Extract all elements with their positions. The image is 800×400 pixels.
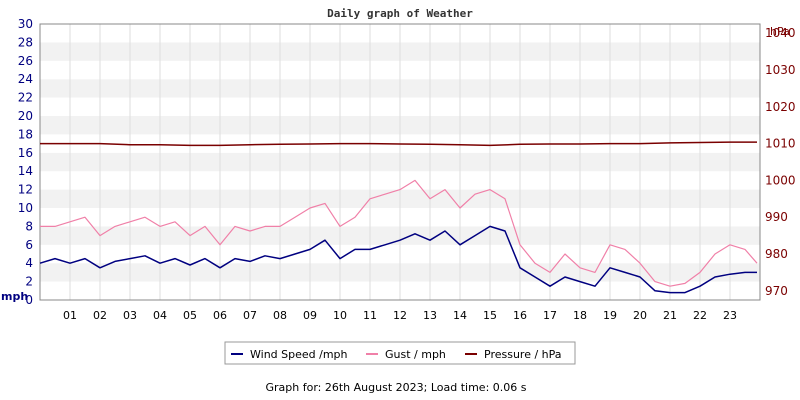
- left-tick-label: 2: [25, 275, 33, 289]
- x-tick-label: 07: [243, 309, 257, 322]
- x-tick-label: 17: [543, 309, 557, 322]
- left-tick-label: 12: [18, 183, 33, 197]
- left-tick-label: 18: [18, 127, 33, 141]
- left-tick-label: 14: [18, 164, 33, 178]
- x-tick-label: 15: [483, 309, 497, 322]
- vertical-gridlines: [69, 24, 731, 300]
- left-tick-label: 26: [18, 54, 33, 68]
- x-tick-label: 13: [423, 309, 437, 322]
- left-tick-label: 28: [18, 35, 33, 49]
- x-tick-label: 05: [183, 309, 197, 322]
- x-tick-label: 04: [153, 309, 167, 322]
- left-tick-label: 16: [18, 146, 33, 160]
- left-tick-label: 20: [18, 109, 33, 123]
- right-tick-label: 980: [765, 247, 788, 261]
- graph-footer: Graph for: 26th August 2023; Load time: …: [266, 381, 527, 394]
- right-tick-label: 990: [765, 210, 788, 224]
- x-tick-label: 21: [663, 309, 677, 322]
- plot-border: [39, 23, 761, 301]
- left-tick-label: 24: [18, 72, 33, 86]
- left-tick-label: 6: [25, 238, 33, 252]
- left-tick-label: 8: [25, 219, 33, 233]
- x-tick-label: 06: [213, 309, 227, 322]
- x-tick-label: 09: [303, 309, 317, 322]
- x-tick-label: 20: [633, 309, 647, 322]
- x-tick-label: 19: [603, 309, 617, 322]
- x-tick-label: 23: [723, 309, 737, 322]
- x-tick-label: 03: [123, 309, 137, 322]
- x-tick-label: 22: [693, 309, 707, 322]
- pressure-line: [40, 141, 757, 147]
- right-tick-label: 1040: [765, 26, 796, 40]
- gust-line: [40, 179, 758, 287]
- right-tick-label: 1010: [765, 137, 796, 151]
- x-tick-label: 10: [333, 309, 347, 322]
- right-tick-label: 1030: [765, 63, 796, 77]
- legend-label-wind-speed: Wind Speed /mph: [250, 348, 348, 361]
- x-tick-label: 02: [93, 309, 107, 322]
- x-tick-label: 11: [363, 309, 377, 322]
- chart-title: Daily graph of Weather: [327, 7, 473, 20]
- left-axis-unit: mph: [1, 290, 28, 303]
- right-axis-unit: hPa: [770, 25, 790, 38]
- right-axis-ticks: 970 980 990 1000 1010 1020 1030 1040: [765, 26, 796, 298]
- left-tick-label: 22: [18, 91, 33, 105]
- legend-label-pressure: Pressure / hPa: [484, 348, 562, 361]
- x-axis-ticks: 01 02 03 04 05 06 07 08 09 10 11 12 13 14 15 16 17 18 19 20…: [63, 309, 737, 322]
- series-layer: [39, 141, 758, 294]
- x-tick-label: 12: [393, 309, 407, 322]
- left-tick-label: 30: [18, 17, 33, 31]
- right-tick-label: 1020: [765, 100, 796, 114]
- left-tick-label: 10: [18, 201, 33, 215]
- x-tick-label: 08: [273, 309, 287, 322]
- x-tick-label: 14: [453, 309, 467, 322]
- right-tick-label: 1000: [765, 173, 796, 187]
- wind-speed-line: [39, 225, 757, 294]
- legend-label-gust: Gust / mph: [385, 348, 446, 361]
- left-tick-label: 0: [25, 293, 33, 307]
- x-tick-label: 01: [63, 309, 77, 322]
- x-tick-label: 18: [573, 309, 587, 322]
- legend: Wind Speed /mph Gust / mph Pressure / hP…: [224, 341, 576, 365]
- left-tick-label: 4: [25, 256, 33, 270]
- right-tick-label: 970: [765, 284, 788, 298]
- x-tick-label: 16: [513, 309, 527, 322]
